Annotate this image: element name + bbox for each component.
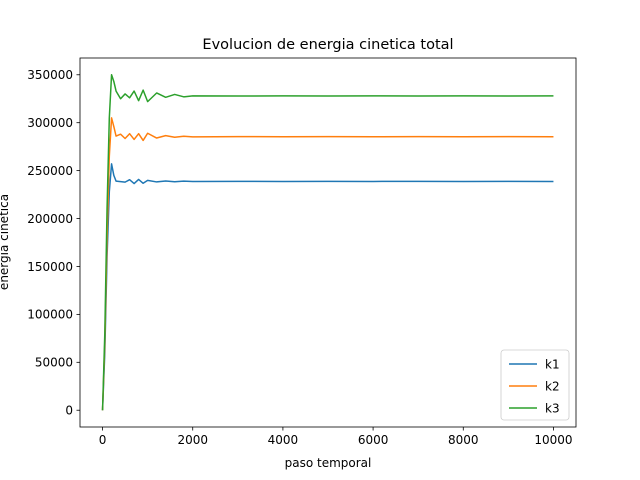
legend-label-k2: k2 [545, 379, 560, 393]
legend: k1 k2 k3 [500, 349, 570, 421]
y-tick-label: 50000 [35, 356, 73, 370]
y-axis-label: energia cinetica [0, 194, 11, 290]
x-tick-label: 6000 [358, 433, 389, 447]
legend-label-k3: k3 [545, 401, 560, 415]
x-axis-label: paso temporal [285, 456, 372, 470]
x-tick-label: 8000 [448, 433, 479, 447]
y-tick-label: 150000 [27, 260, 73, 274]
x-tick-label: 4000 [268, 433, 299, 447]
chart-title: Evolucion de energia cinetica total [202, 37, 453, 53]
legend-label-k1: k1 [545, 357, 560, 371]
y-tick-label: 100000 [27, 308, 73, 322]
plot-area [101, 74, 554, 411]
series-line-k1 [101, 163, 554, 411]
y-tick-label: 0 [65, 404, 73, 418]
legend-box [500, 349, 570, 421]
axes-frame [79, 57, 577, 428]
x-tick-label: 2000 [177, 433, 208, 447]
y-tick-label: 300000 [27, 116, 73, 130]
y-tick-label: 200000 [27, 212, 73, 226]
series-line-k3 [101, 74, 554, 411]
x-tick-label: 10000 [534, 433, 572, 447]
x-tick-label: 0 [99, 433, 107, 447]
series-line-k2 [101, 117, 554, 411]
y-tick-label: 350000 [27, 68, 73, 82]
y-tick-label: 250000 [27, 164, 73, 178]
